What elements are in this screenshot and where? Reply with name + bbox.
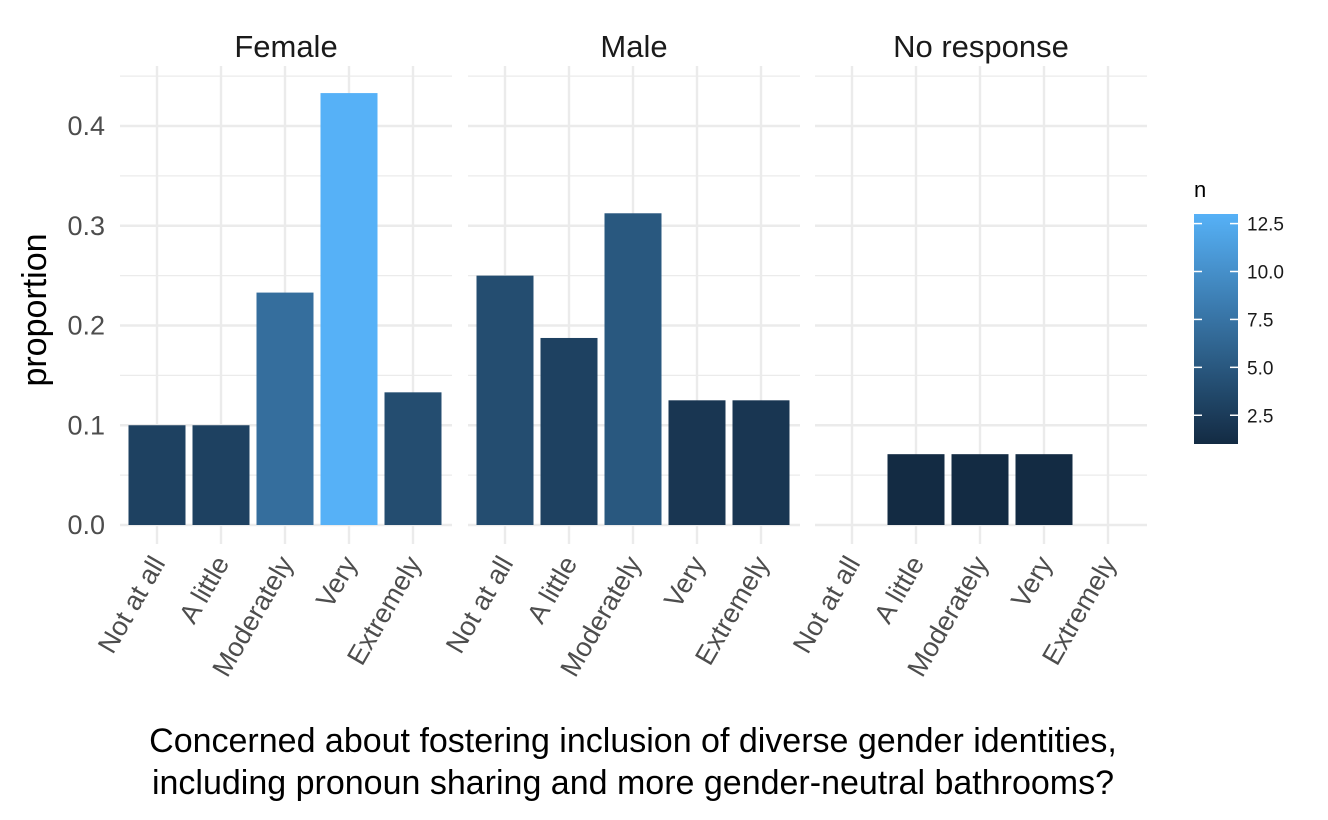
bar — [732, 400, 790, 525]
bar — [540, 337, 598, 525]
color-legend: n 2.5 5.0 7.5 10.0 12.5 — [1194, 177, 1284, 444]
legend-colorbar — [1194, 214, 1238, 444]
legend-tick-label: 7.5 — [1247, 310, 1273, 331]
bar — [320, 93, 378, 526]
bar — [1015, 454, 1073, 525]
legend-tick-label: 2.5 — [1247, 406, 1273, 427]
bar — [192, 425, 250, 525]
y-tick-label: 0.4 — [67, 111, 105, 141]
facet-label: Female — [234, 29, 337, 64]
x-axis-label-line-2: including pronoun sharing and more gende… — [152, 764, 1114, 802]
bar — [604, 213, 662, 525]
bar — [887, 454, 945, 525]
legend-ticks: 2.5 5.0 7.5 10.0 12.5 — [1194, 215, 1284, 427]
legend-title: n — [1194, 177, 1206, 202]
bar — [256, 292, 314, 525]
legend-tick-label: 5.0 — [1247, 358, 1273, 379]
legend-tick-label: 10.0 — [1247, 263, 1284, 284]
facet-label: No response — [893, 29, 1069, 64]
legend-tick-label: 12.5 — [1247, 215, 1284, 236]
y-tick-label: 0.3 — [67, 211, 105, 241]
bar — [668, 400, 726, 525]
bar — [384, 392, 442, 525]
y-axis-label: proportion — [16, 233, 54, 386]
bar — [951, 454, 1009, 525]
facet-label: Male — [600, 29, 667, 64]
y-axis: 0.0 0.1 0.2 0.3 0.4 — [67, 111, 105, 540]
y-tick-label: 0.2 — [67, 311, 105, 341]
bar — [476, 275, 534, 525]
bar — [128, 425, 186, 525]
x-axis-label-line-1: Concerned about fostering inclusion of d… — [149, 722, 1117, 760]
y-tick-label: 0.1 — [67, 410, 105, 440]
y-tick-label: 0.0 — [67, 510, 105, 540]
